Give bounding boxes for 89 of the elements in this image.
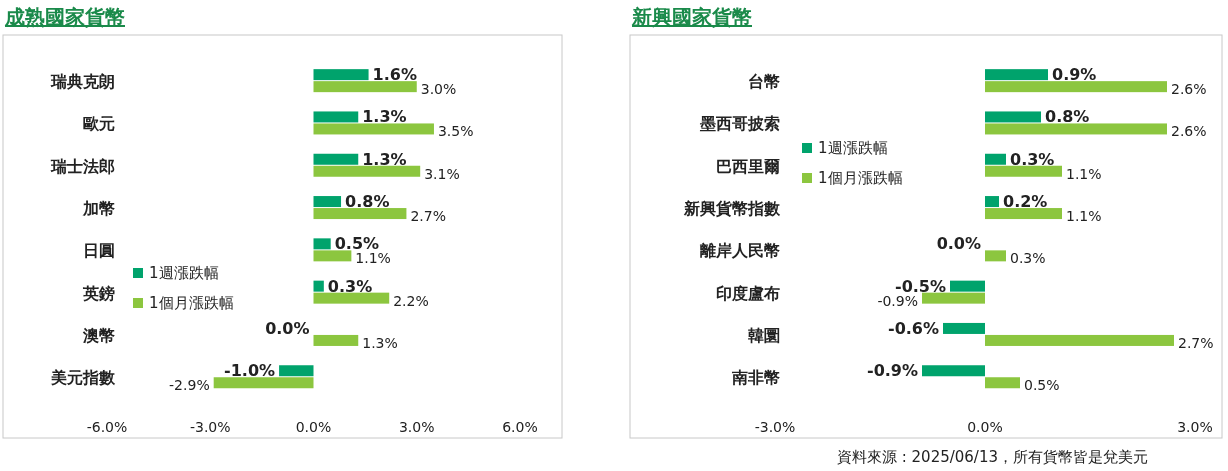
data-label: 0.8%	[345, 192, 390, 212]
bar	[985, 196, 999, 208]
y-tick-label: 離岸人民幣	[699, 241, 780, 261]
legend-label: 1個月漲跌幅	[818, 169, 903, 187]
y-tick-label: 南非幣	[731, 368, 780, 388]
data-label: 0.5%	[1024, 377, 1060, 394]
data-label: 2.6%	[1171, 123, 1207, 140]
bar	[313, 250, 352, 262]
bar	[985, 377, 1020, 389]
data-label: 1.3%	[362, 107, 407, 127]
data-label: 2.7%	[1178, 334, 1214, 351]
bar	[985, 165, 1062, 177]
data-label: 1.3%	[362, 334, 398, 351]
bar	[279, 365, 314, 377]
bar	[985, 208, 1062, 220]
x-tick-label: 3.0%	[1177, 419, 1213, 435]
data-label: 2.2%	[393, 292, 429, 309]
x-tick-label: 3.0%	[398, 419, 435, 435]
data-label: 0.8%	[1045, 107, 1090, 127]
data-label: 1.1%	[1066, 165, 1102, 182]
data-label: -1.0%	[224, 361, 276, 381]
data-label: 1.1%	[1066, 208, 1102, 225]
x-tick-label: -6.0%	[86, 419, 128, 435]
legend-label: 1週漲跌幅	[818, 139, 888, 157]
y-tick-label: 印度盧布	[716, 283, 780, 303]
data-label: 0.3%	[327, 276, 373, 296]
bar	[985, 69, 1048, 81]
data-label: 2.6%	[1171, 81, 1207, 98]
data-label: 1.3%	[362, 149, 407, 169]
bar	[985, 111, 1041, 123]
y-tick-label: 歐元	[83, 114, 115, 134]
bar	[313, 196, 342, 208]
chart-title: 成熟國家貨幣	[4, 5, 125, 29]
y-tick-label: 瑞士法郎	[50, 156, 115, 176]
y-tick-label: 墨西哥披索	[699, 114, 780, 134]
data-label: 0.3%	[1010, 250, 1046, 267]
bar	[943, 322, 985, 334]
data-label: 0.2%	[1003, 192, 1048, 212]
x-tick-label: -3.0%	[754, 419, 796, 435]
data-label: -2.9%	[169, 377, 210, 394]
data-label: 0.9%	[1052, 65, 1097, 85]
data-label: 3.0%	[420, 81, 457, 98]
bar	[313, 69, 369, 81]
bar	[313, 208, 407, 220]
bar	[985, 334, 1174, 346]
bar	[985, 123, 1167, 135]
data-label: -0.6%	[887, 318, 939, 338]
y-tick-label: 新興貨幣指數	[683, 199, 781, 219]
bar	[922, 365, 985, 377]
data-label: 0.0%	[936, 234, 981, 254]
data-label: 1.6%	[372, 65, 417, 85]
bar	[313, 153, 359, 165]
x-tick-label: -3.0%	[189, 419, 231, 435]
bar	[922, 292, 985, 304]
legend-label: 1個月漲跌幅	[149, 294, 234, 312]
bar	[313, 238, 331, 250]
data-label: -0.9%	[866, 361, 918, 381]
legend-label: 1週漲跌幅	[149, 264, 219, 282]
y-tick-label: 瑞典克朗	[50, 72, 115, 92]
y-tick-label: 美元指數	[50, 368, 116, 388]
bar	[950, 280, 985, 292]
y-tick-label: 澳幣	[82, 325, 115, 345]
y-tick-label: 巴西里爾	[716, 156, 780, 176]
y-tick-label: 英鎊	[82, 283, 115, 303]
chart-title: 新興國家貨幣	[631, 5, 752, 29]
bar	[313, 111, 359, 123]
x-tick-label: 0.0%	[295, 419, 332, 435]
data-label: 3.1%	[424, 165, 460, 182]
bar	[313, 123, 434, 135]
y-tick-label: 加幣	[82, 199, 115, 219]
y-tick-label: 台幣	[748, 72, 780, 92]
data-label: 3.5%	[437, 123, 474, 140]
source-note: 資料來源 : 2025/06/13，所有貨幣皆是兌美元	[836, 448, 1148, 466]
bar	[313, 81, 417, 93]
bar	[313, 334, 359, 346]
bar	[985, 250, 1006, 262]
data-label: 0.0%	[265, 318, 310, 338]
bar	[213, 377, 314, 389]
data-label: 0.3%	[1010, 149, 1055, 169]
bar	[985, 153, 1006, 165]
y-tick-label: 韓圜	[748, 325, 780, 345]
x-tick-label: 6.0%	[502, 419, 538, 435]
y-tick-label: 日圓	[83, 241, 115, 261]
x-tick-label: 0.0%	[967, 419, 1003, 435]
bar	[313, 165, 421, 177]
bar	[313, 280, 324, 292]
bar	[313, 292, 390, 304]
bar	[985, 81, 1167, 93]
data-label: 2.7%	[410, 208, 446, 225]
